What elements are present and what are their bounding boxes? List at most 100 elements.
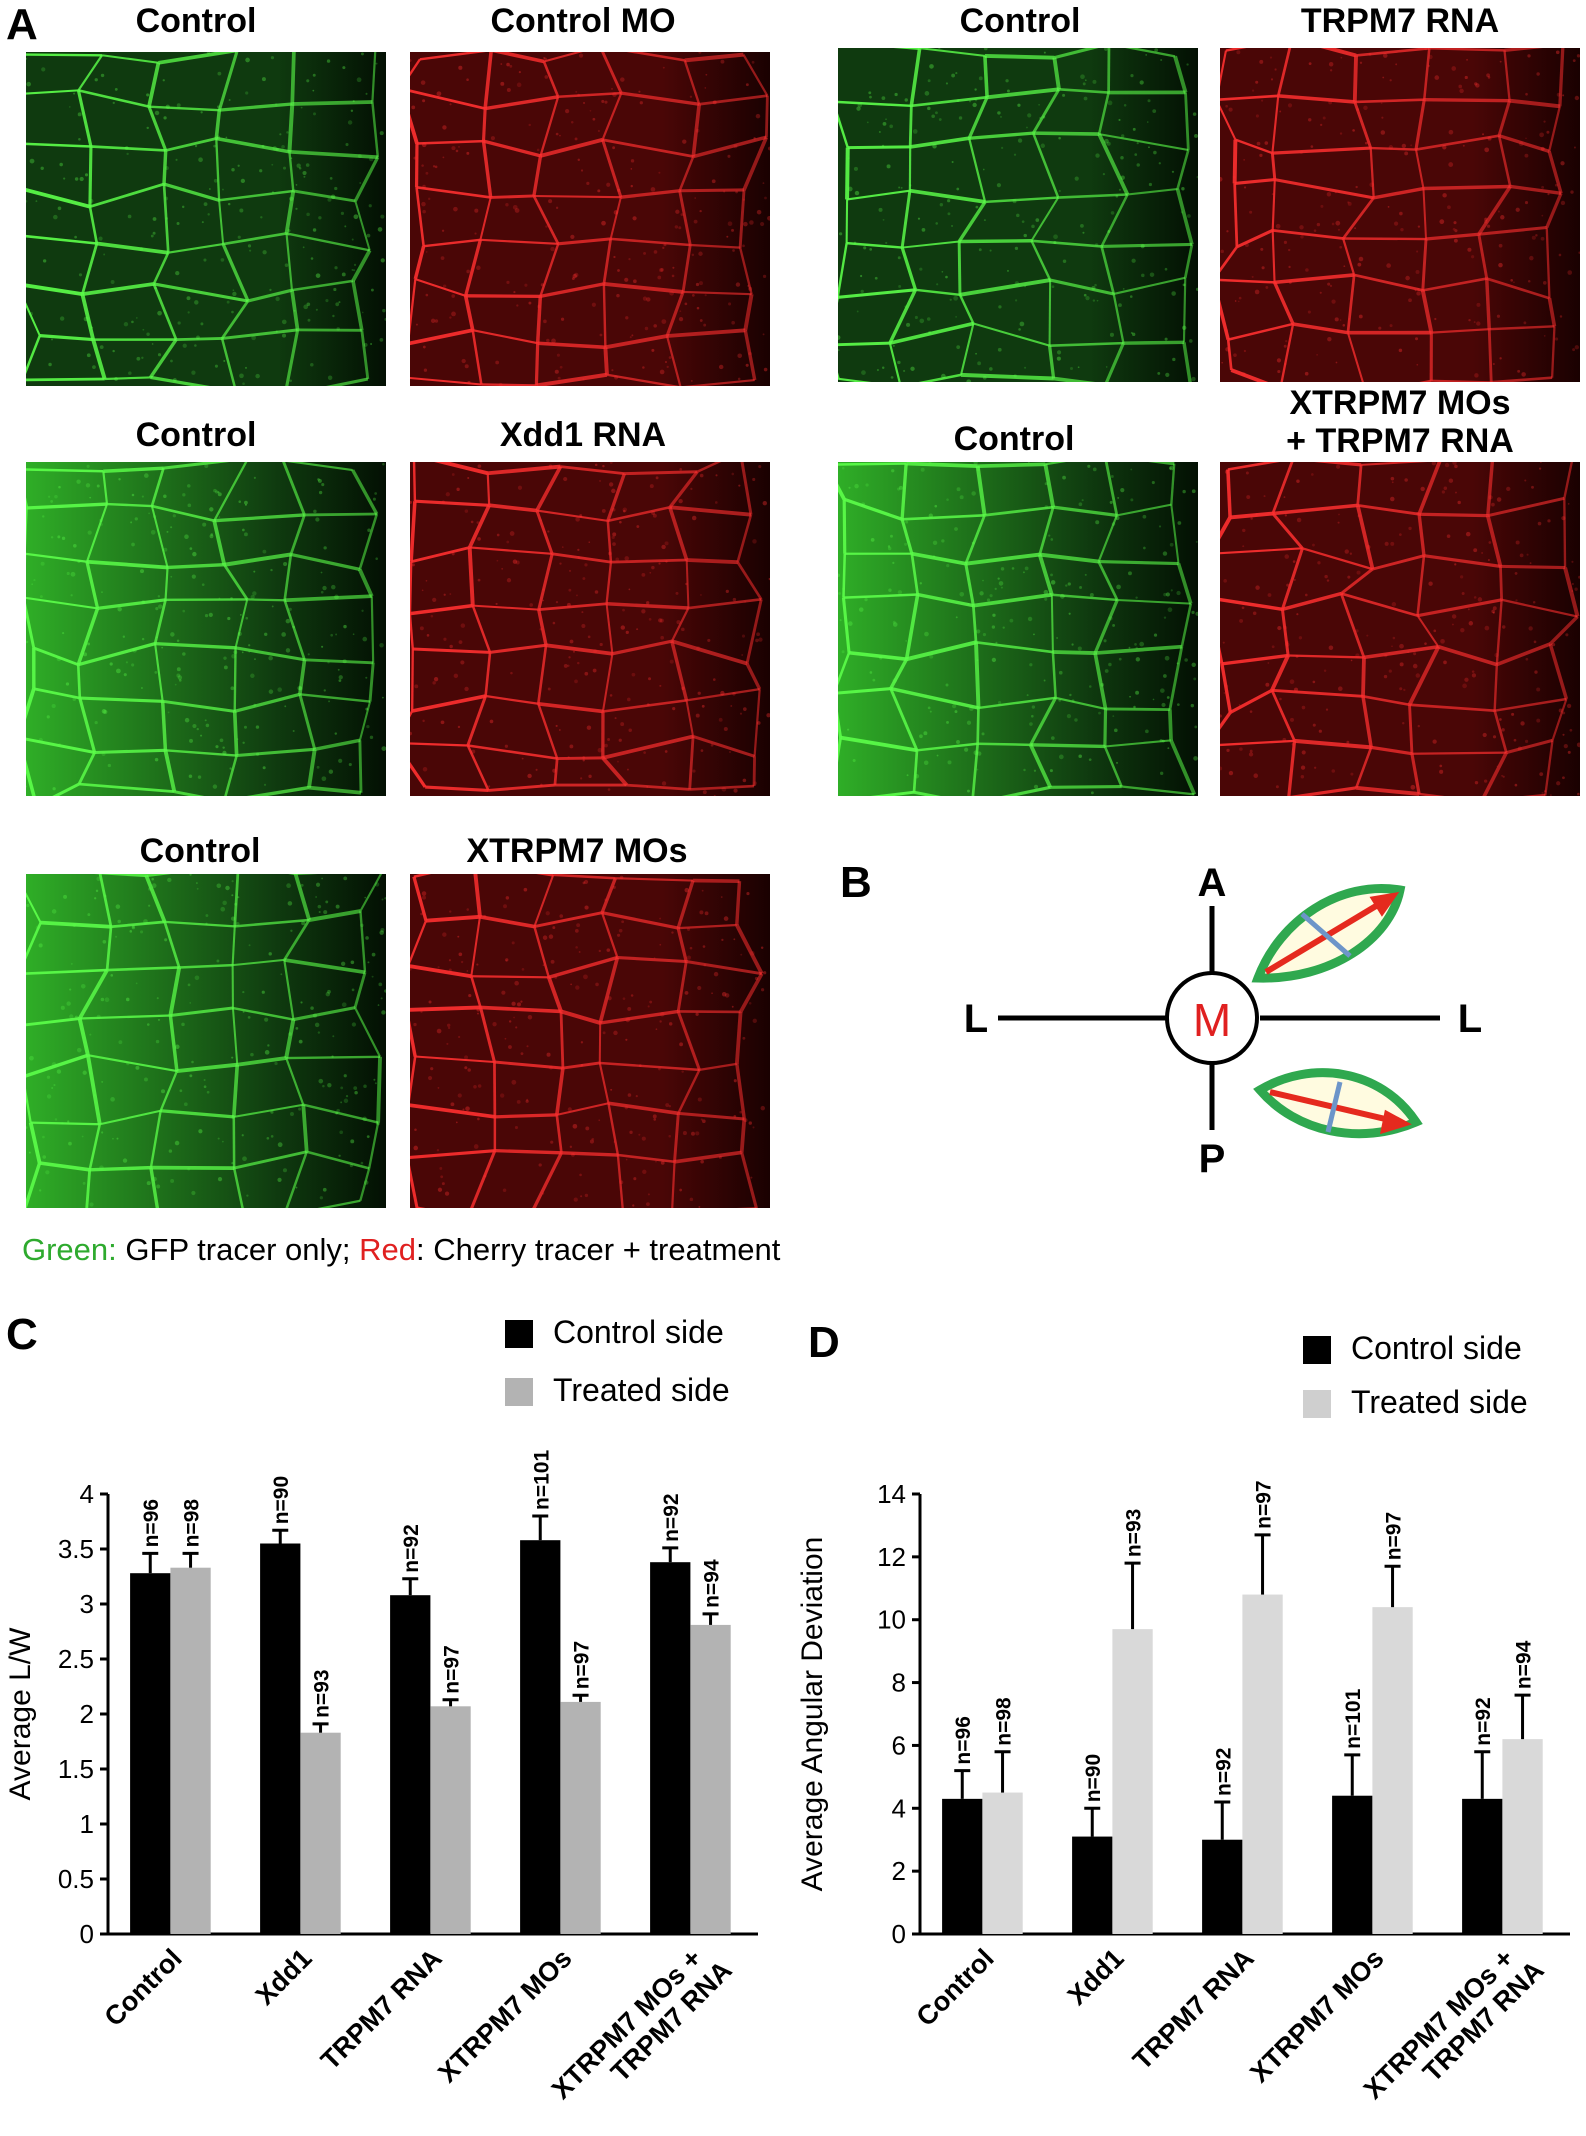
bar [130, 1573, 171, 1934]
bar [1112, 1629, 1153, 1934]
sample-size-label: n=92 [400, 1524, 423, 1572]
category-label: Control [911, 1943, 1000, 2032]
category-label: XTRPM7 MOs [432, 1943, 577, 2088]
bar [982, 1792, 1023, 1934]
bar [520, 1540, 561, 1934]
micrograph-title: Control [135, 416, 257, 454]
bar [300, 1732, 341, 1934]
bar [560, 1701, 601, 1934]
bar [1202, 1839, 1243, 1934]
y-tick-label: 1 [80, 1809, 94, 1839]
sample-size-label: n=96 [140, 1499, 163, 1547]
lateral-label-right: L [1458, 997, 1482, 1041]
bar [650, 1562, 691, 1934]
micrograph-image [26, 874, 386, 1208]
color-legend: Green: GFP tracer only; Red: Cherry trac… [22, 1232, 780, 1268]
y-tick-label: 14 [877, 1479, 906, 1509]
micrograph-title: Control [135, 2, 257, 40]
sample-size-label: n=93 [311, 1669, 334, 1717]
lateral-label-left: L [964, 997, 988, 1041]
bar-chart-angular: Average Angular Deviation 0 2 4 6 8 10 12 14 n=96… [796, 1479, 1570, 2105]
sample-size-label: n=101 [530, 1450, 553, 1510]
micrograph-title-line2: + TRPM7 RNA [1286, 422, 1514, 460]
sample-size-label: n=94 [1513, 1640, 1536, 1689]
micrograph-image [26, 52, 386, 386]
sample-size-label: n=92 [1212, 1748, 1235, 1796]
y-tick-label: 0 [80, 1919, 94, 1949]
category-label: TRPM7 RNA [315, 1943, 448, 2076]
y-tick-label: 6 [892, 1730, 906, 1760]
legend-label-treated: Treated side [1351, 1384, 1528, 1420]
bar [260, 1543, 301, 1934]
midline-label: M [1193, 994, 1231, 1046]
legend-swatch-treated [1303, 1390, 1331, 1418]
sample-size-label: n=92 [660, 1493, 683, 1541]
category-label: Control [99, 1943, 188, 2032]
panel-letter-c: C [6, 1310, 38, 1359]
axis-diagram: M A P L L [964, 861, 1482, 1181]
y-tick-label: 2.5 [58, 1644, 94, 1674]
posterior-label: P [1199, 1137, 1226, 1181]
sample-size-label: n=97 [571, 1641, 594, 1689]
sample-size-label: n=98 [993, 1697, 1016, 1746]
y-tick-label: 2 [892, 1856, 906, 1886]
bar [1462, 1798, 1503, 1934]
legend-label-treated: Treated side [553, 1372, 730, 1408]
sample-size-label: n=93 [1123, 1509, 1146, 1557]
sample-size-label: n=90 [270, 1476, 293, 1524]
y-tick-label: 0 [892, 1919, 906, 1949]
y-tick-label: 1.5 [58, 1754, 94, 1784]
micrograph-title: Xdd1 RNA [499, 416, 667, 454]
bar [1242, 1594, 1283, 1934]
micrograph-image [838, 462, 1198, 796]
category-label: Xdd1 [250, 1943, 318, 2011]
legend-label-control: Control side [553, 1314, 724, 1350]
micrograph-image [410, 874, 770, 1208]
bar [430, 1706, 471, 1934]
micrograph-image [1220, 48, 1580, 382]
micrograph-title-line1: XTRPM7 MOs [1289, 384, 1511, 422]
micrograph-title: XTRPM7 MOs [466, 832, 688, 870]
sample-size-label: n=98 [181, 1499, 204, 1548]
panel-letter-a: A [6, 0, 38, 49]
sample-size-label: n=101 [1342, 1688, 1365, 1748]
cell-upper [1251, 884, 1406, 983]
category-label: XTRPM7 MOs [1244, 1943, 1389, 2088]
micrograph-image [410, 52, 770, 386]
legend-swatch-control [505, 1320, 533, 1348]
micrograph-image [26, 462, 386, 796]
bar [690, 1624, 731, 1934]
y-axis-label: Average Angular Deviation [796, 1537, 829, 1892]
micrograph-image [1220, 462, 1580, 796]
cell-lower [1253, 1068, 1423, 1139]
legend-label-control: Control side [1351, 1330, 1522, 1366]
micrograph-image [410, 462, 770, 796]
micrograph-title: Control MO [490, 2, 676, 40]
sample-size-label: n=92 [1472, 1697, 1495, 1745]
micrograph-title: Control [953, 420, 1075, 458]
category-label: TRPM7 RNA [1127, 1943, 1260, 2076]
bar [170, 1567, 211, 1934]
y-tick-label: 4 [892, 1793, 906, 1823]
sample-size-label: n=94 [701, 1559, 724, 1608]
bar [1072, 1836, 1113, 1934]
bar-chart-lw: Average L/W 0 0.5 1 1.5 2 2.5 3 3.5 4 n=96 n=90 n=92… [4, 1450, 758, 2105]
bar [942, 1798, 983, 1934]
panel-letter-b: B [840, 858, 872, 907]
y-tick-label: 8 [892, 1668, 906, 1698]
sample-size-label: n=90 [1082, 1754, 1105, 1802]
y-tick-label: 3.5 [58, 1534, 94, 1564]
sample-size-label: n=97 [441, 1645, 464, 1693]
panel-letter-d: D [808, 1318, 840, 1367]
bar [390, 1595, 431, 1934]
legend-swatch-control [1303, 1336, 1331, 1364]
anterior-label: A [1198, 861, 1227, 905]
y-axis-label: Average L/W [4, 1627, 37, 1801]
y-tick-label: 10 [877, 1605, 906, 1635]
category-label: Xdd1 [1062, 1943, 1130, 2011]
y-tick-label: 0.5 [58, 1864, 94, 1894]
legend-red-word: Red [359, 1232, 416, 1267]
bar [1332, 1795, 1373, 1934]
sample-size-label: n=97 [1253, 1480, 1276, 1528]
legend-green-word: Green: [22, 1232, 117, 1267]
